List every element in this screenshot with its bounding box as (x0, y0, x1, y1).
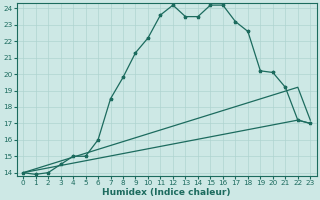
X-axis label: Humidex (Indice chaleur): Humidex (Indice chaleur) (102, 188, 231, 197)
